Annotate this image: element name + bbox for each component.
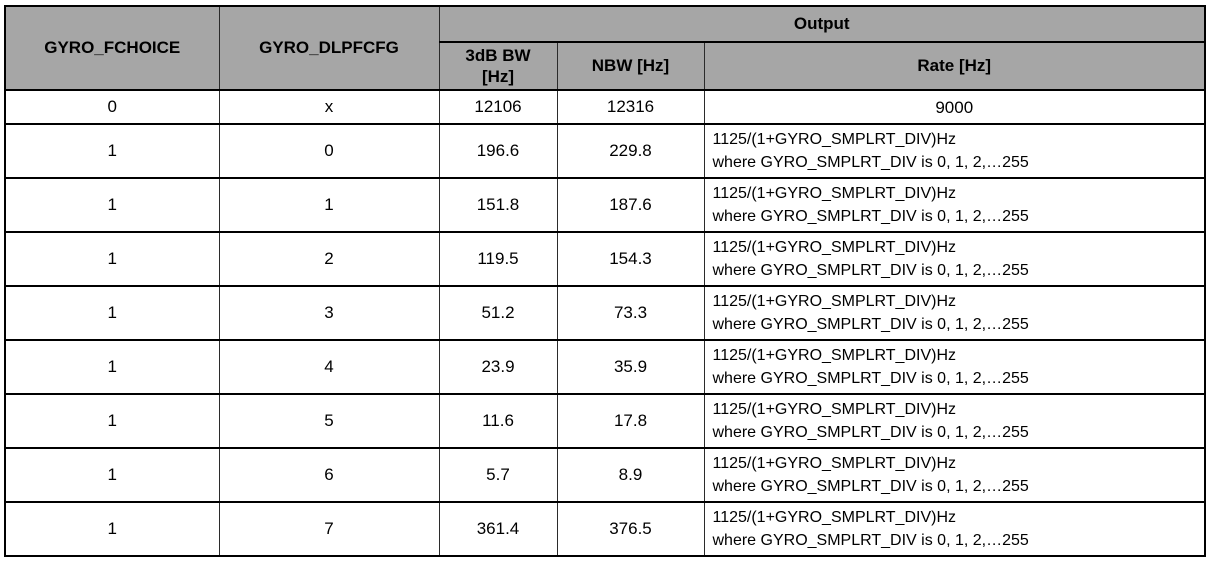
cell-3db-bw: 119.5 [438, 231, 558, 287]
rate-formula-line: 1125/(1+GYRO_SMPLRT_DIV)Hz [712, 239, 957, 256]
cell-3db-bw: 196.6 [438, 123, 558, 179]
table-row: 1 7 361.4 376.5 1125/(1+GYRO_SMPLRT_DIV)… [4, 501, 1206, 557]
rate-condition-line: where GYRO_SMPLRT_DIV is 0, 1, 2,…255 [712, 424, 1029, 441]
rate-condition-line: where GYRO_SMPLRT_DIV is 0, 1, 2,…255 [712, 154, 1029, 171]
cell-fchoice: 1 [4, 285, 220, 341]
header-cell-nbw: NBW [Hz] [556, 41, 705, 91]
cell-rate: 1125/(1+GYRO_SMPLRT_DIV)Hz where GYRO_SM… [703, 393, 1206, 449]
cell-nbw: 12316 [556, 89, 705, 125]
cell-nbw: 35.9 [556, 339, 705, 395]
cell-dlpfcfg: 6 [218, 447, 440, 503]
table-row: 1 6 5.7 8.9 1125/(1+GYRO_SMPLRT_DIV)Hz w… [4, 447, 1206, 503]
cell-fchoice: 1 [4, 123, 220, 179]
cell-dlpfcfg: 2 [218, 231, 440, 287]
table-row: 1 0 196.6 229.8 1125/(1+GYRO_SMPLRT_DIV)… [4, 123, 1206, 179]
header-row-sub: 3dB BW [Hz] NBW [Hz] Rate [Hz] [5, 41, 1206, 91]
cell-dlpfcfg: 3 [218, 285, 440, 341]
rate-formula-line: 1125/(1+GYRO_SMPLRT_DIV)Hz [712, 185, 957, 202]
cell-nbw: 17.8 [556, 393, 705, 449]
cell-dlpfcfg: 1 [218, 177, 440, 233]
cell-nbw: 187.6 [556, 177, 705, 233]
table-row: 1 4 23.9 35.9 1125/(1+GYRO_SMPLRT_DIV)Hz… [4, 339, 1206, 395]
cell-fchoice: 1 [4, 177, 220, 233]
rate-formula-line: 1125/(1+GYRO_SMPLRT_DIV)Hz [712, 401, 957, 418]
cell-nbw: 8.9 [556, 447, 705, 503]
table-row: 0 x 12106 12316 9000 [4, 89, 1206, 125]
cell-3db-bw: 11.6 [438, 393, 558, 449]
cell-3db-bw: 51.2 [438, 285, 558, 341]
cell-3db-bw: 5.7 [438, 447, 558, 503]
header-cell-gyro-fchoice: GYRO_FCHOICE [4, 5, 220, 91]
rate-condition-line: where GYRO_SMPLRT_DIV is 0, 1, 2,…255 [712, 532, 1029, 549]
cell-fchoice: 1 [4, 339, 220, 395]
cell-rate: 1125/(1+GYRO_SMPLRT_DIV)Hz where GYRO_SM… [703, 501, 1206, 557]
table-header: GYRO_FCHOICE GYRO_DLPFCFG Output 3dB BW … [4, 5, 1206, 91]
rate-formula-line: 1125/(1+GYRO_SMPLRT_DIV)Hz [712, 455, 957, 472]
cell-dlpfcfg: 4 [218, 339, 440, 395]
header-cell-output-group: Output [438, 5, 1206, 43]
cell-3db-bw: 12106 [438, 89, 558, 125]
cell-nbw: 229.8 [556, 123, 705, 179]
cell-dlpfcfg: 0 [218, 123, 440, 179]
cell-fchoice: 1 [4, 393, 220, 449]
cell-nbw: 376.5 [556, 501, 705, 557]
cell-fchoice: 1 [4, 447, 220, 503]
cell-3db-bw: 151.8 [438, 177, 558, 233]
table-body: 0 x 12106 12316 9000 1 0 196.6 229.8 112… [4, 89, 1206, 557]
rate-condition-line: where GYRO_SMPLRT_DIV is 0, 1, 2,…255 [712, 478, 1029, 495]
table-row: 1 3 51.2 73.3 1125/(1+GYRO_SMPLRT_DIV)Hz… [4, 285, 1206, 341]
cell-rate: 9000 [703, 89, 1206, 125]
cell-nbw: 154.3 [556, 231, 705, 287]
cell-rate: 1125/(1+GYRO_SMPLRT_DIV)Hz where GYRO_SM… [703, 231, 1206, 287]
rate-condition-line: where GYRO_SMPLRT_DIV is 0, 1, 2,…255 [712, 370, 1029, 387]
cell-dlpfcfg: 5 [218, 393, 440, 449]
table-row: 1 1 151.8 187.6 1125/(1+GYRO_SMPLRT_DIV)… [4, 177, 1206, 233]
cell-fchoice: 0 [4, 89, 220, 125]
cell-3db-bw: 361.4 [438, 501, 558, 557]
cell-dlpfcfg: x [218, 89, 440, 125]
header-cell-rate: Rate [Hz] [703, 41, 1206, 91]
cell-rate: 1125/(1+GYRO_SMPLRT_DIV)Hz where GYRO_SM… [703, 123, 1206, 179]
table-row: 1 2 119.5 154.3 1125/(1+GYRO_SMPLRT_DIV)… [4, 231, 1206, 287]
rate-formula-line: 1125/(1+GYRO_SMPLRT_DIV)Hz [712, 293, 957, 310]
rate-formula-line: 1125/(1+GYRO_SMPLRT_DIV)Hz [712, 347, 957, 364]
cell-rate: 1125/(1+GYRO_SMPLRT_DIV)Hz where GYRO_SM… [703, 339, 1206, 395]
rate-condition-line: where GYRO_SMPLRT_DIV is 0, 1, 2,…255 [712, 316, 1029, 333]
rate-formula-line: 1125/(1+GYRO_SMPLRT_DIV)Hz [712, 509, 957, 526]
rate-condition-line: where GYRO_SMPLRT_DIV is 0, 1, 2,…255 [712, 262, 1029, 279]
cell-fchoice: 1 [4, 231, 220, 287]
cell-rate: 1125/(1+GYRO_SMPLRT_DIV)Hz where GYRO_SM… [703, 285, 1206, 341]
cell-rate: 1125/(1+GYRO_SMPLRT_DIV)Hz where GYRO_SM… [703, 447, 1206, 503]
gyro-dlpf-config-table: GYRO_FCHOICE GYRO_DLPFCFG Output 3dB BW … [4, 5, 1206, 557]
cell-3db-bw: 23.9 [438, 339, 558, 395]
cell-dlpfcfg: 7 [218, 501, 440, 557]
header-row-group: GYRO_FCHOICE GYRO_DLPFCFG Output [4, 5, 1206, 91]
rate-formula-line: 1125/(1+GYRO_SMPLRT_DIV)Hz [712, 131, 957, 148]
cell-rate: 1125/(1+GYRO_SMPLRT_DIV)Hz where GYRO_SM… [703, 177, 1206, 233]
cell-nbw: 73.3 [556, 285, 705, 341]
header-cell-gyro-dlpfcfg: GYRO_DLPFCFG [218, 5, 440, 91]
table-row: 1 5 11.6 17.8 1125/(1+GYRO_SMPLRT_DIV)Hz… [4, 393, 1206, 449]
header-cell-3db-bw: 3dB BW [Hz] [438, 41, 558, 91]
cell-fchoice: 1 [4, 501, 220, 557]
rate-condition-line: where GYRO_SMPLRT_DIV is 0, 1, 2,…255 [712, 208, 1029, 225]
header-3db-bw-label: 3dB BW [Hz] [465, 46, 531, 86]
